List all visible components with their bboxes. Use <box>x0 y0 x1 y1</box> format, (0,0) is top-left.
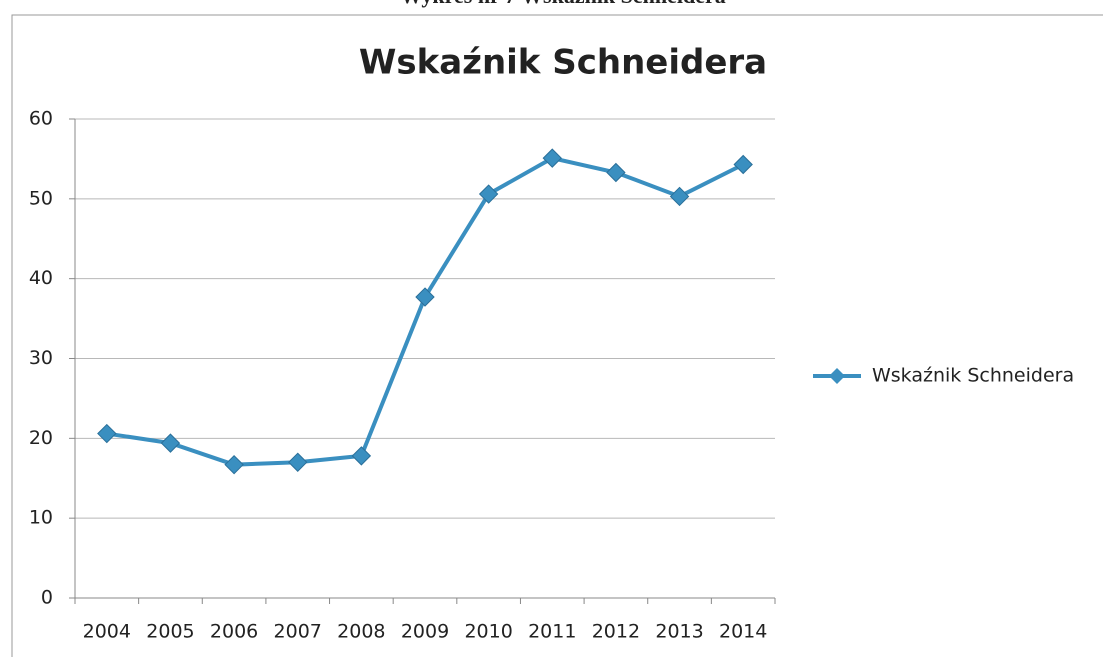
chart-title: Wskaźnik Schneidera <box>359 43 767 83</box>
x-tick-label: 2014 <box>719 621 767 643</box>
data-point <box>224 454 244 475</box>
y-tick-label: 60 <box>29 108 53 130</box>
y-tick-label: 40 <box>29 267 53 289</box>
y-tick-label: 10 <box>29 507 53 529</box>
data-point <box>606 162 626 183</box>
y-tick-label: 0 <box>41 587 53 609</box>
chart-frame <box>11 14 1103 657</box>
y-tick-label: 20 <box>29 427 53 449</box>
x-tick-label: 2006 <box>210 621 258 643</box>
data-point <box>160 433 181 453</box>
data-point <box>542 148 562 168</box>
x-tick-label: 2011 <box>528 621 576 643</box>
x-tick-label: 2005 <box>146 621 194 643</box>
x-tick-label: 2008 <box>337 621 385 643</box>
data-point <box>733 154 753 175</box>
data-point <box>351 446 372 466</box>
caption: Wykres nr 7 Wskaźnik Schneidera <box>400 0 726 8</box>
data-point <box>415 287 435 307</box>
x-tick-label: 2004 <box>83 621 131 643</box>
legend-marker <box>829 368 845 384</box>
y-tick-label: 50 <box>29 187 53 209</box>
x-tick-label: 2010 <box>464 621 512 643</box>
data-point <box>97 423 117 444</box>
data-point <box>288 452 308 472</box>
y-tick-label: 30 <box>29 347 53 369</box>
data-point <box>478 184 499 204</box>
data-point <box>669 186 690 207</box>
x-tick-label: 2007 <box>274 621 322 643</box>
x-tick-label: 2012 <box>592 621 640 643</box>
x-tick-label: 2013 <box>655 621 703 643</box>
data-line <box>106 155 745 467</box>
legend-label: Wskaźnik Schneidera <box>872 365 1074 387</box>
x-tick-label: 2009 <box>401 621 449 643</box>
